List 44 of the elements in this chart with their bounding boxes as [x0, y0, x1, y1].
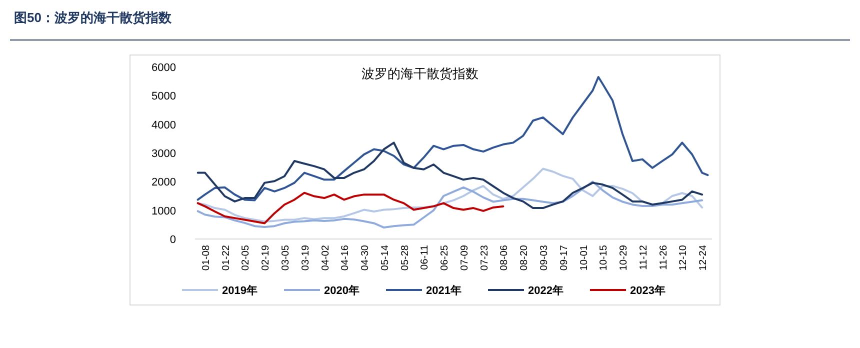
x-tick-label: 08-06 [499, 244, 510, 271]
x-tick-label: 02-19 [260, 244, 272, 271]
x-tick-label: 11-26 [658, 244, 670, 270]
legend-label: 2020年 [324, 284, 360, 297]
y-tick-label: 5000 [152, 90, 176, 103]
x-tick-label: 11-12 [638, 244, 650, 270]
y-tick-label: 3000 [152, 148, 176, 160]
x-tick-label: 05-14 [380, 244, 391, 271]
legend-label: 2019年 [222, 284, 258, 297]
x-tick-label: 07-09 [459, 244, 470, 271]
x-tick-label: 06-11 [420, 244, 431, 270]
x-tick-label: 04-30 [360, 244, 372, 271]
y-tick-label: 0 [170, 234, 176, 246]
x-tick-label: 10-15 [598, 244, 610, 271]
chart-subtitle: 波罗的海干散货指数 [362, 66, 478, 81]
line-series [196, 180, 704, 229]
line-series [196, 142, 704, 210]
x-tick-label: 06-25 [440, 244, 451, 271]
x-tick-label: 03-05 [280, 244, 292, 271]
x-tick-label: 09-17 [558, 244, 570, 271]
x-tick-label: 04-16 [340, 244, 352, 271]
x-tick-label: 12-24 [698, 244, 710, 271]
x-tick-label: 09-03 [538, 244, 550, 271]
x-tick-label: 03-19 [300, 244, 312, 271]
legend-label: 2022年 [528, 284, 564, 297]
y-tick-label: 1000 [152, 205, 176, 218]
x-tick-label: 04-02 [320, 244, 332, 271]
x-tick-label: 08-20 [519, 244, 530, 271]
x-tick-label: 01-08 [200, 244, 212, 271]
line-series [196, 168, 704, 223]
x-tick-label: 07-23 [479, 244, 490, 271]
line-series [196, 192, 504, 224]
x-tick-label: 02-05 [240, 244, 252, 271]
x-tick-label: 10-01 [578, 244, 590, 271]
x-tick-label: 10-29 [618, 244, 630, 271]
legend-label: 2021年 [426, 284, 462, 297]
y-tick-label: 4000 [152, 119, 176, 132]
chart-title: 图50：波罗的海干散货指数 [14, 10, 172, 25]
y-tick-label: 2000 [152, 176, 176, 189]
x-tick-label: 12-10 [678, 244, 690, 271]
y-tick-label: 6000 [152, 62, 176, 74]
x-tick-label: 01-22 [220, 244, 232, 271]
x-tick-label: 05-28 [400, 244, 411, 271]
legend-label: 2023年 [630, 284, 666, 297]
